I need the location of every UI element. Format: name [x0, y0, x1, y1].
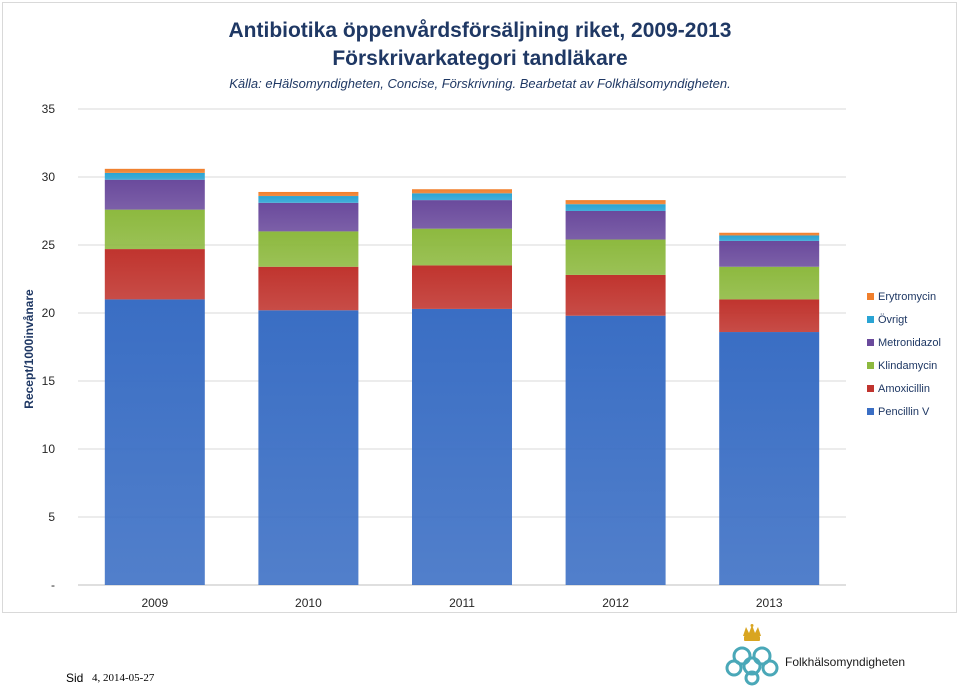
- chart-title: Antibiotika öppenvårdsförsäljning riket,…: [229, 19, 732, 42]
- x-tick-label: 2013: [756, 596, 783, 610]
- legend-entry: Metronidazol: [878, 337, 941, 349]
- y-axis-ticks: - 5 10 15 20 25 30 35: [42, 102, 56, 592]
- bar-2011-klindamycin: [412, 228, 512, 266]
- y-tick-label: 35: [42, 102, 56, 116]
- y-tick-label: 10: [42, 442, 56, 456]
- organization-name: Folkhälsomyndigheten: [785, 655, 906, 669]
- bar-2009-klindamycin: [104, 209, 205, 250]
- x-tick-label: 2010: [295, 596, 322, 610]
- legend-entry: Amoxicillin: [878, 383, 930, 395]
- legend-swatch: [867, 385, 874, 392]
- bar-2010-erytromycin: [258, 191, 359, 197]
- y-tick-label: 30: [42, 170, 56, 184]
- bar-2013-metronidazol: [719, 240, 820, 267]
- bar-2013-erytromycin: [719, 232, 820, 236]
- legend-swatch: [867, 293, 874, 300]
- bar-2010-klindamycin: [258, 231, 359, 267]
- bar-2011-amoxicillin: [412, 265, 512, 309]
- legend: Erytromycin Övrigt Metronidazol Klindamycin…: [867, 291, 941, 418]
- bar-2013--vrigt: [719, 235, 820, 241]
- legend-entry: Erytromycin: [878, 291, 936, 303]
- legend-swatch: [867, 316, 874, 323]
- bar-2012-pencillin-v: [565, 315, 666, 585]
- y-tick-label: -: [51, 578, 55, 592]
- legend-swatch: [867, 408, 874, 415]
- bar-2009--vrigt: [104, 172, 205, 180]
- bar-2012--vrigt: [565, 204, 666, 211]
- chart-source: Källa: eHälsomyndigheten, Concise, Försk…: [229, 76, 730, 91]
- chart-frame: Antibiotika öppenvårdsförsäljning riket,…: [2, 2, 957, 613]
- y-tick-label: 15: [42, 374, 56, 388]
- bar-2012-klindamycin: [565, 239, 666, 275]
- bar-2013-pencillin-v: [719, 332, 820, 585]
- bars: [104, 168, 820, 585]
- organization-logo-icon: [725, 624, 779, 686]
- y-axis-label: Recept/1000invånare: [22, 289, 36, 409]
- x-tick-label: 2012: [602, 596, 629, 610]
- x-axis-ticks: 2009 2010 2011 2012 2013: [141, 596, 782, 610]
- bar-2011-pencillin-v: [412, 308, 512, 585]
- bar-2012-erytromycin: [565, 200, 666, 205]
- legend-swatch: [867, 362, 874, 369]
- bar-2013-klindamycin: [719, 266, 820, 300]
- bar-2009-amoxicillin: [104, 249, 205, 300]
- y-tick-label: 20: [42, 306, 56, 320]
- footer-sid-label: Sid: [66, 671, 84, 685]
- chart-subtitle: Förskrivarkategori tandläkare: [332, 47, 627, 70]
- legend-swatch: [867, 339, 874, 346]
- legend-entry: Klindamycin: [878, 360, 937, 372]
- bar-2011-metronidazol: [412, 200, 512, 229]
- bar-2013-amoxicillin: [719, 299, 820, 333]
- bar-2012-amoxicillin: [565, 274, 666, 316]
- bar-2011-erytromycin: [412, 189, 512, 194]
- bar-2009-pencillin-v: [104, 299, 205, 585]
- bar-2012-metronidazol: [565, 211, 666, 240]
- x-tick-label: 2011: [449, 596, 475, 610]
- legend-entry: Övrigt: [878, 314, 907, 326]
- bar-2009-erytromycin: [104, 168, 205, 173]
- bar-2011--vrigt: [412, 193, 512, 201]
- bar-2010-amoxicillin: [258, 266, 359, 311]
- bar-2010-metronidazol: [258, 202, 359, 232]
- bar-2010-pencillin-v: [258, 310, 359, 585]
- footer-page-date: 4, 2014-05-27: [92, 672, 155, 684]
- y-tick-label: 25: [42, 238, 56, 252]
- bar-2010--vrigt: [258, 196, 359, 203]
- chart: Antibiotika öppenvårdsförsäljning riket,…: [22, 19, 941, 610]
- y-tick-label: 5: [48, 510, 55, 524]
- legend-entry: Pencillin V: [878, 406, 930, 418]
- bar-2009-metronidazol: [104, 179, 205, 210]
- x-tick-label: 2009: [141, 596, 168, 610]
